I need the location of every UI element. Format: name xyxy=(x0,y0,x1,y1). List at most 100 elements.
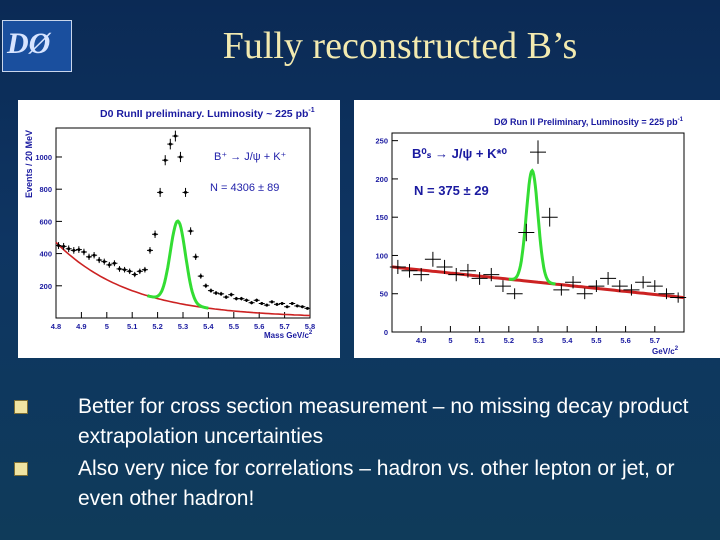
data-point-marker xyxy=(290,302,294,306)
yield-label: N = 375 ± 29 xyxy=(414,183,489,198)
data-point-marker xyxy=(72,248,76,252)
data-point-marker xyxy=(229,293,233,297)
x-axis-label: GeV/c2 xyxy=(652,346,679,356)
x-tick-label: 5.5 xyxy=(229,322,239,331)
bullet-item: Better for cross section measurement – n… xyxy=(14,392,714,452)
chart-panel-bplus: D0 RunII preliminary. Luminosity ~ 225 p… xyxy=(18,100,340,358)
data-point-marker xyxy=(128,269,132,273)
background-fit-line xyxy=(55,241,311,317)
x-tick-label: 5.8 xyxy=(305,322,315,331)
data-point-marker xyxy=(173,134,177,138)
data-point-marker xyxy=(280,302,284,306)
data-point-marker xyxy=(194,255,198,259)
data-point-marker xyxy=(118,267,121,271)
yield-label: N = 4306 ± 89 xyxy=(210,182,279,194)
data-point-marker xyxy=(234,297,238,301)
x-tick-label: 5.3 xyxy=(533,336,543,345)
data-point-marker xyxy=(133,273,137,277)
x-tick-label: 5 xyxy=(448,336,452,345)
y-tick-label: 150 xyxy=(375,213,388,222)
chart-panel-bs: DØ Run II Preliminary, Luminosity = 225 … xyxy=(354,100,720,358)
data-point-marker xyxy=(148,248,152,252)
y-tick-label: 400 xyxy=(39,250,52,259)
x-tick-label: 5.5 xyxy=(591,336,601,345)
x-tick-label: 5.4 xyxy=(562,336,573,345)
x-tick-label: 4.8 xyxy=(51,322,61,331)
data-point-marker xyxy=(214,291,218,295)
bullet-list: Better for cross section measurement – n… xyxy=(14,392,714,516)
data-point-marker xyxy=(275,302,279,306)
background-fit-line xyxy=(391,265,685,300)
data-point-marker xyxy=(153,232,157,236)
data-point-marker xyxy=(219,292,223,296)
y-axis-label: Events / 20 MeV xyxy=(24,130,34,198)
chart-title: D0 RunII preliminary. Luminosity ~ 225 p… xyxy=(100,107,315,120)
data-point-marker xyxy=(97,258,101,262)
x-tick-label: 5.1 xyxy=(474,336,484,345)
x-tick-label: 5 xyxy=(105,322,109,331)
data-point-marker xyxy=(204,284,208,288)
data-point-marker xyxy=(163,158,167,162)
data-point-marker xyxy=(82,250,86,254)
y-tick-label: 50 xyxy=(380,290,388,299)
signal-fit-line xyxy=(508,168,556,286)
y-tick-label: 200 xyxy=(39,282,52,291)
d0-logo: DØ xyxy=(2,20,72,72)
data-point-marker xyxy=(77,248,81,252)
data-point-marker xyxy=(239,297,243,301)
data-point-marker xyxy=(178,155,182,159)
x-tick-label: 5.6 xyxy=(254,322,264,331)
data-point-marker xyxy=(189,229,193,233)
data-point-marker xyxy=(57,244,61,248)
data-point-marker xyxy=(270,300,274,304)
chart-bplus: D0 RunII preliminary. Luminosity ~ 225 p… xyxy=(24,107,315,340)
bullet-marker-icon xyxy=(14,462,28,476)
data-point-marker xyxy=(67,247,71,251)
data-point-marker xyxy=(265,303,269,307)
x-tick-label: 5.6 xyxy=(620,336,630,345)
bullet-text: Also very nice for correlations – hadron… xyxy=(78,457,675,510)
data-point-marker xyxy=(184,190,188,194)
data-point-marker xyxy=(102,260,106,264)
data-point-marker xyxy=(250,301,254,305)
data-point-marker xyxy=(199,274,203,278)
logo-text: DØ xyxy=(7,27,51,60)
y-tick-label: 200 xyxy=(375,175,388,184)
data-point-marker xyxy=(143,268,147,272)
data-point-marker xyxy=(285,305,289,309)
y-tick-label: 600 xyxy=(39,217,52,226)
data-point-marker xyxy=(92,253,96,257)
x-axis-label: Mass GeV/c2 xyxy=(264,330,313,340)
x-tick-label: 4.9 xyxy=(416,336,426,345)
y-tick-label: 0 xyxy=(384,328,388,337)
data-point-marker xyxy=(209,289,213,293)
decay-label: B⁰ₛ → J/ψ + K*⁰ xyxy=(412,146,508,161)
x-tick-label: 5.7 xyxy=(279,322,289,331)
y-tick-label: 250 xyxy=(375,137,388,146)
y-tick-label: 1000 xyxy=(35,153,52,162)
data-point-marker xyxy=(255,298,259,302)
data-point-marker xyxy=(260,302,264,306)
slide-title: Fully reconstructed B’s xyxy=(222,25,578,67)
data-point-marker xyxy=(138,269,142,273)
x-tick-label: 5.1 xyxy=(127,322,137,331)
data-point-marker xyxy=(62,244,66,248)
x-tick-label: 5.2 xyxy=(504,336,514,345)
x-tick-label: 5.4 xyxy=(203,322,214,331)
chart-bs: DØ Run II Preliminary, Luminosity = 225 … xyxy=(375,117,687,356)
bullet-marker-icon xyxy=(14,400,28,414)
x-tick-label: 5.7 xyxy=(650,336,660,345)
y-tick-label: 100 xyxy=(375,251,388,260)
chart-title: DØ Run II Preliminary, Luminosity = 225 … xyxy=(494,117,684,127)
decay-label: B⁺ → J/ψ + K⁺ xyxy=(214,151,287,163)
data-point-marker xyxy=(112,261,116,265)
data-point-marker xyxy=(295,304,299,308)
y-tick-label: 800 xyxy=(39,185,52,194)
data-point-marker xyxy=(224,295,228,299)
data-point-marker xyxy=(245,298,248,302)
x-tick-label: 5.2 xyxy=(152,322,162,331)
data-point-marker xyxy=(158,190,162,194)
data-point-marker xyxy=(300,305,304,309)
data-point-marker xyxy=(305,306,309,310)
bullet-text: Better for cross section measurement – n… xyxy=(78,395,689,448)
